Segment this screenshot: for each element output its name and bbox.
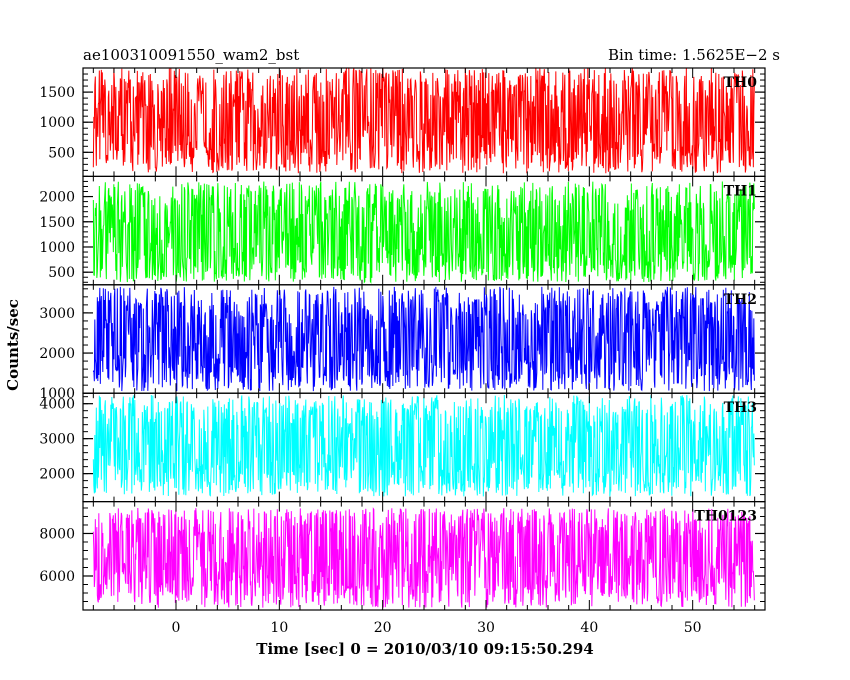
panel-th1 bbox=[92, 181, 755, 285]
bin-time-label: Bin time: 1.5625E−2 s bbox=[608, 46, 780, 64]
xtick-label: 40 bbox=[580, 620, 598, 636]
panel-label-th0123: TH0123 bbox=[694, 509, 757, 525]
panel-label-th0: TH0 bbox=[724, 75, 758, 91]
series-th0-line bbox=[92, 68, 755, 174]
xtick-label: 20 bbox=[374, 620, 392, 636]
ytick-label: 1500 bbox=[39, 215, 75, 231]
ytick-label: 3000 bbox=[39, 306, 75, 322]
ytick-label: 2000 bbox=[39, 346, 75, 362]
ytick-label: 8000 bbox=[39, 526, 75, 542]
ytick-label: 500 bbox=[48, 265, 75, 281]
axes-layer: TH050010001500TH1500100015002000TH210002… bbox=[39, 67, 766, 636]
ytick-label: 1000 bbox=[39, 115, 75, 131]
ytick-label: 500 bbox=[48, 145, 75, 161]
panels-layer bbox=[92, 68, 755, 608]
ytick-label: 6000 bbox=[39, 569, 75, 585]
ytick-label: 2000 bbox=[39, 467, 75, 483]
panel-label-th2: TH2 bbox=[724, 292, 757, 308]
xtick-label: 30 bbox=[477, 620, 495, 636]
x-axis-label: Time [sec] 0 = 2010/03/10 09:15:50.294 bbox=[256, 640, 593, 658]
panel-label-th1: TH1 bbox=[724, 183, 757, 199]
ytick-label: 3000 bbox=[39, 432, 75, 448]
xtick-label: 10 bbox=[270, 620, 288, 636]
series-th2-line bbox=[92, 286, 755, 392]
panel-th2 bbox=[92, 286, 755, 392]
ytick-label: 1000 bbox=[39, 386, 75, 402]
xtick-label: 50 bbox=[684, 620, 702, 636]
series-th1-line bbox=[92, 181, 755, 285]
ytick-label: 1500 bbox=[39, 85, 75, 101]
panel-label-th3: TH3 bbox=[724, 400, 757, 416]
panel-th3 bbox=[92, 395, 755, 497]
chart-title: ae100310091550_wam2_bst bbox=[83, 46, 299, 64]
series-th3-line bbox=[92, 395, 755, 497]
ytick-label: 1000 bbox=[39, 240, 75, 256]
y-axis-label: Counts/sec bbox=[4, 299, 22, 391]
ytick-label: 4000 bbox=[39, 397, 75, 413]
panel-th0 bbox=[92, 68, 755, 174]
ytick-label: 2000 bbox=[39, 190, 75, 206]
xtick-label: 0 bbox=[172, 620, 181, 636]
panel-th0123 bbox=[92, 507, 755, 608]
series-th0123-line bbox=[92, 507, 755, 608]
